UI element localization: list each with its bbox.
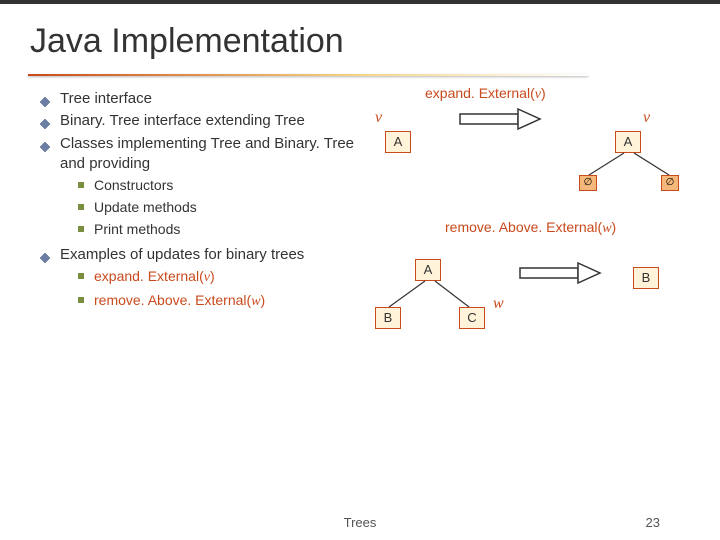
tree-node: A xyxy=(615,131,641,153)
diamond-icon xyxy=(40,249,50,259)
diamond-icon xyxy=(40,93,50,103)
square-icon xyxy=(78,297,84,303)
slide-title: Java Implementation xyxy=(0,4,720,69)
sub-bullet-text: Update methods xyxy=(94,198,197,217)
node-label-w: w xyxy=(493,295,504,313)
tree-node: B xyxy=(633,267,659,289)
bullet-text: Binary. Tree interface extending Tree xyxy=(60,111,305,131)
tree-node: A xyxy=(385,131,411,153)
method-close: ) xyxy=(210,268,215,284)
left-column: Tree interface Binary. Tree interface ex… xyxy=(40,89,365,315)
diamond-icon xyxy=(40,115,50,125)
var-w: w xyxy=(602,221,611,236)
arrow-icon xyxy=(460,109,540,131)
bullet-item: Classes implementing Tree and Binary. Tr… xyxy=(40,134,365,175)
node-label-v: v xyxy=(643,109,650,127)
method-name: remove. Above. External( xyxy=(94,292,251,308)
tree-leaf: ∅ xyxy=(579,175,597,191)
arrow-icon xyxy=(520,263,600,285)
tree-node: A xyxy=(415,259,441,281)
square-icon xyxy=(78,273,84,279)
bullet-text: Tree interface xyxy=(60,89,152,109)
method-close: ) xyxy=(612,219,617,235)
bullet-item: Examples of updates for binary trees xyxy=(40,245,365,265)
method-close: ) xyxy=(261,292,266,308)
method-close: ) xyxy=(541,85,546,101)
square-icon xyxy=(78,182,84,188)
footer-page-number: 23 xyxy=(646,515,660,530)
footer-label: Trees xyxy=(344,515,377,530)
diamond-icon xyxy=(40,138,50,148)
tree-node: C xyxy=(459,307,485,329)
method-name: expand. External( xyxy=(425,85,535,101)
sub-bullet-item: Update methods xyxy=(78,198,365,217)
node-label-v: v xyxy=(375,109,382,127)
slide-footer: Trees 23 xyxy=(0,515,720,530)
tree-node: B xyxy=(375,307,401,329)
diagram1-call: expand. External(v) xyxy=(425,85,546,103)
content-area: Tree interface Binary. Tree interface ex… xyxy=(0,69,720,315)
sub-bullet-item: Print methods xyxy=(78,220,365,239)
var-w: w xyxy=(251,294,260,309)
right-column: expand. External(v) v A v A ∅ ∅ remove. … xyxy=(365,89,690,315)
tree-leaf: ∅ xyxy=(661,175,679,191)
bullet-item: Tree interface xyxy=(40,89,365,109)
diagram2-call: remove. Above. External(w) xyxy=(445,219,616,237)
sub-bullet-text: Print methods xyxy=(94,220,180,239)
sub-bullet-item: remove. Above. External(w) xyxy=(78,291,365,312)
bullet-item: Binary. Tree interface extending Tree xyxy=(40,111,365,131)
method-name: remove. Above. External( xyxy=(445,219,602,235)
sub-bullet-item: expand. External(v) xyxy=(78,267,365,288)
sub-bullet-text: expand. External(v) xyxy=(94,267,215,288)
sub-bullet-text: remove. Above. External(w) xyxy=(94,291,265,312)
bullet-text: Examples of updates for binary trees xyxy=(60,245,304,265)
bullet-text: Classes implementing Tree and Binary. Tr… xyxy=(60,134,365,175)
sub-bullet-item: Constructors xyxy=(78,176,365,195)
sub-bullet-text: Constructors xyxy=(94,176,173,195)
method-name: expand. External( xyxy=(94,268,204,284)
square-icon xyxy=(78,204,84,210)
square-icon xyxy=(78,226,84,232)
title-underline xyxy=(28,74,588,76)
